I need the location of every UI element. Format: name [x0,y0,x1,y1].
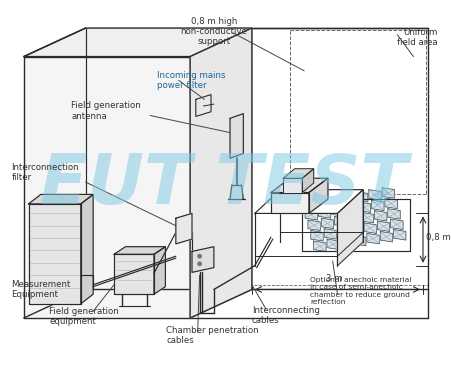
Text: Chamber penetration
cables: Chamber penetration cables [166,326,258,345]
Circle shape [198,254,201,258]
Polygon shape [353,235,365,246]
Polygon shape [347,214,359,225]
Text: Incoming mains
power filter: Incoming mains power filter [156,71,225,90]
Polygon shape [302,199,314,210]
Polygon shape [28,194,93,204]
Polygon shape [374,210,386,221]
Polygon shape [230,113,243,158]
Polygon shape [334,216,346,227]
Polygon shape [337,190,362,266]
Polygon shape [326,239,339,250]
Polygon shape [368,190,380,200]
Text: Field generation
equipment: Field generation equipment [49,307,119,326]
Polygon shape [315,197,327,208]
Polygon shape [175,213,192,244]
Polygon shape [323,229,336,239]
Text: 0,8 m high
non-conductive
support: 0,8 m high non-conductive support [180,16,247,46]
Polygon shape [307,220,320,231]
Polygon shape [366,234,378,244]
Polygon shape [190,28,251,318]
Polygon shape [341,194,354,204]
Polygon shape [363,223,376,234]
Polygon shape [270,193,308,213]
Polygon shape [114,247,165,254]
Polygon shape [387,209,399,219]
Polygon shape [321,218,333,229]
Polygon shape [270,178,327,193]
Polygon shape [154,247,165,294]
Polygon shape [304,210,317,220]
Text: EUT TEST: EUT TEST [39,152,406,219]
Polygon shape [390,219,402,229]
Polygon shape [24,57,190,318]
Polygon shape [360,213,373,223]
Polygon shape [355,191,367,202]
Text: Field generation
antenna: Field generation antenna [71,101,141,121]
Polygon shape [371,200,383,210]
Polygon shape [377,221,389,231]
Text: 0,8 m: 0,8 m [425,233,450,242]
Polygon shape [283,169,313,178]
Polygon shape [313,241,325,251]
Polygon shape [379,231,392,242]
Polygon shape [254,190,362,213]
Text: Interconnecting
cables: Interconnecting cables [251,306,319,325]
Polygon shape [302,169,313,193]
Polygon shape [393,229,405,240]
Text: Uniform
field area: Uniform field area [396,28,436,48]
Polygon shape [340,237,352,248]
Polygon shape [24,28,251,57]
Polygon shape [328,195,341,206]
Polygon shape [192,247,213,272]
Polygon shape [350,225,362,235]
Polygon shape [384,198,396,209]
Text: Interconnection
filter: Interconnection filter [11,163,79,182]
Text: Optional anechoic material
in case of semi-anechoic
chamber to reduce ground
ref: Optional anechoic material in case of se… [309,277,410,305]
Text: Measurement
Equipment: Measurement Equipment [11,280,71,299]
Polygon shape [337,227,349,237]
Polygon shape [344,204,357,214]
Polygon shape [308,178,327,213]
Polygon shape [28,204,81,304]
Polygon shape [331,206,343,216]
Polygon shape [114,254,154,294]
Polygon shape [283,178,302,193]
Polygon shape [381,188,394,198]
Polygon shape [318,208,330,218]
Polygon shape [358,202,370,213]
Polygon shape [310,231,322,241]
Polygon shape [81,194,93,304]
Circle shape [198,262,201,265]
Polygon shape [195,94,211,116]
Text: 3 m: 3 m [326,274,342,283]
